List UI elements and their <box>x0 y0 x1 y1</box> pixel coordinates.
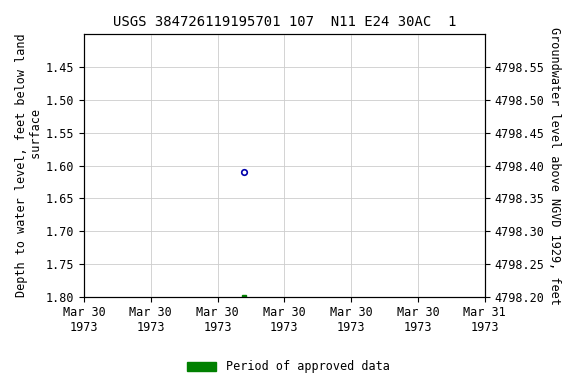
Y-axis label: Depth to water level, feet below land
         surface: Depth to water level, feet below land su… <box>15 34 43 297</box>
Y-axis label: Groundwater level above NGVD 1929, feet: Groundwater level above NGVD 1929, feet <box>548 26 561 305</box>
Legend: Period of approved data: Period of approved data <box>182 356 394 378</box>
Title: USGS 384726119195701 107  N11 E24 30AC  1: USGS 384726119195701 107 N11 E24 30AC 1 <box>113 15 456 29</box>
